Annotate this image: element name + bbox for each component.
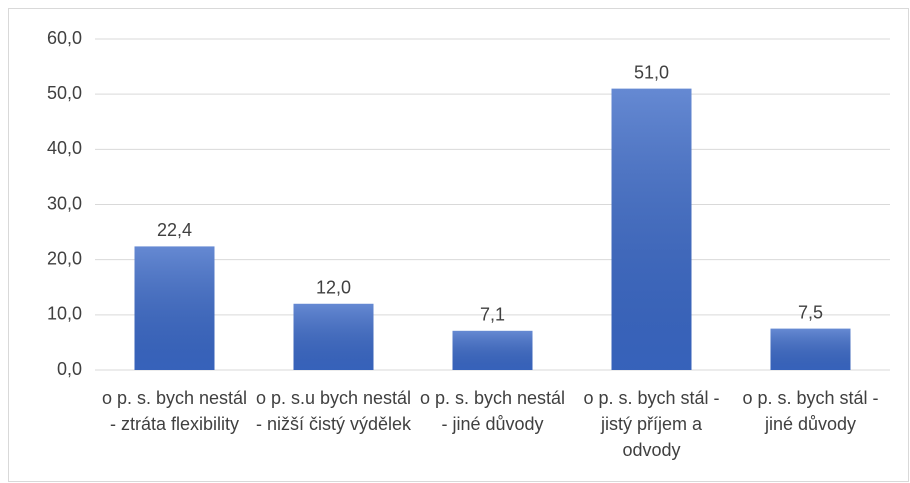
bar-shading — [293, 303, 374, 370]
x-tick-label: o p. s. bych stál - jiné důvody — [742, 388, 879, 434]
y-tick-label: 60,0 — [47, 28, 82, 48]
x-tick-label: o p. s.u bych nestál - nižší čistý výděl… — [255, 388, 412, 434]
y-tick-label: 40,0 — [47, 138, 82, 158]
x-tick-label: o p. s. bych nestál - ztráta flexibility — [101, 388, 248, 434]
y-tick-label: 10,0 — [47, 304, 82, 324]
value-label: 22,4 — [157, 220, 192, 240]
x-tick-label: o p. s. bych stál - jistý příjem a odvod… — [583, 388, 720, 460]
value-label: 51,0 — [634, 62, 669, 82]
y-tick-label: 30,0 — [47, 193, 82, 213]
bar-shading — [611, 88, 692, 371]
y-tick-label: 20,0 — [47, 248, 82, 268]
y-tick-label: 50,0 — [47, 83, 82, 103]
value-label: 12,0 — [316, 278, 351, 298]
x-tick-label: o p. s. bych nestál - jiné důvody — [419, 388, 566, 434]
y-tick-label: 0,0 — [57, 359, 82, 379]
chart-border — [8, 8, 909, 482]
bar-shading — [770, 328, 851, 370]
value-label: 7,5 — [798, 302, 823, 322]
bar-shading — [452, 330, 533, 370]
value-label: 7,1 — [480, 305, 505, 325]
bar-shading — [134, 246, 215, 370]
